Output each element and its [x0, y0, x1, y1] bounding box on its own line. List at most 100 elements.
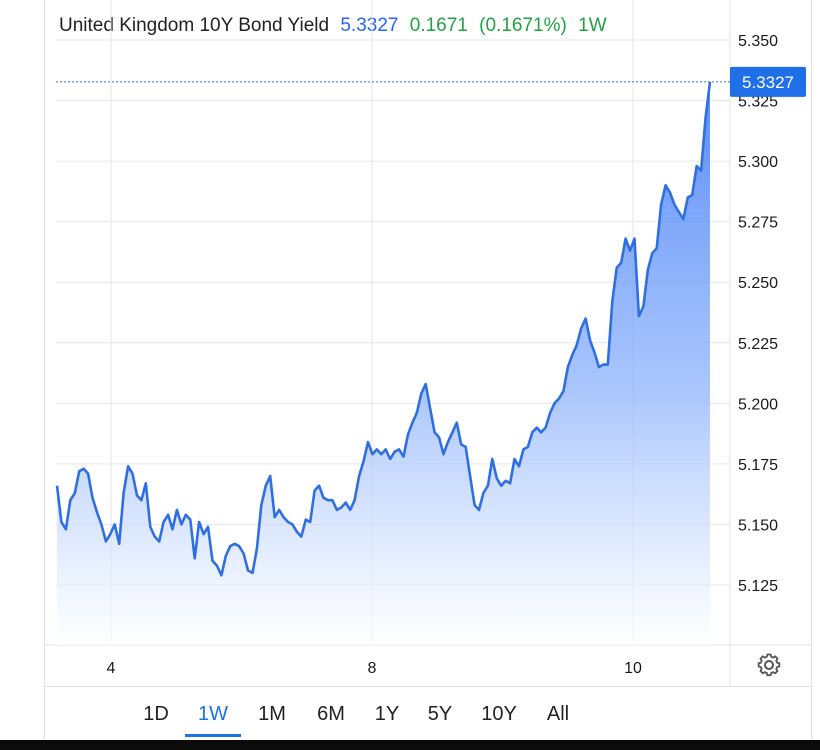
data-point	[678, 211, 681, 214]
data-point	[282, 516, 285, 519]
period-5y[interactable]: 5Y	[427, 703, 453, 725]
data-point	[642, 305, 645, 308]
x-tick-label: 8	[368, 660, 377, 677]
data-point	[265, 484, 268, 487]
data-point	[233, 543, 236, 546]
series-line	[55, 81, 712, 577]
data-point	[562, 390, 565, 393]
data-point	[358, 475, 361, 478]
data-point	[238, 545, 241, 548]
y-tick-label: 5.275	[738, 215, 778, 232]
data-point	[624, 237, 627, 240]
data-point	[371, 453, 374, 456]
price-line-group	[55, 81, 712, 577]
svg-text:United Kingdom 10Y Bond Yield: United Kingdom 10Y Bond Yield 5.3327 0.1…	[59, 15, 607, 36]
data-point	[340, 506, 343, 509]
data-point	[269, 475, 272, 478]
data-point	[527, 446, 530, 449]
period-all[interactable]: All	[546, 703, 570, 725]
data-point	[687, 196, 690, 199]
data-point	[247, 569, 250, 572]
data-point	[158, 540, 161, 543]
y-tick-label: 5.150	[738, 517, 778, 534]
data-point	[78, 470, 81, 473]
data-point	[167, 514, 170, 517]
data-point	[469, 475, 472, 478]
data-point	[398, 448, 401, 451]
data-point	[416, 412, 419, 415]
data-point	[140, 499, 143, 502]
data-point	[313, 489, 316, 492]
data-point	[478, 509, 481, 512]
data-point	[296, 530, 299, 533]
period-selector: 1D 1W 1M 6M 1Y 5Y 10Y All	[44, 686, 812, 740]
data-point	[273, 516, 276, 519]
data-point	[198, 521, 201, 524]
data-point	[433, 431, 436, 434]
data-point	[145, 482, 148, 485]
period-6m[interactable]: 6M	[317, 703, 345, 725]
data-point	[229, 545, 232, 548]
data-point	[60, 521, 63, 524]
y-tick-label: 5.200	[738, 396, 778, 413]
period-1y[interactable]: 1Y	[374, 703, 400, 725]
data-point	[544, 426, 547, 429]
period-1w[interactable]: 1W	[198, 703, 228, 725]
data-point	[278, 509, 281, 512]
change-percent: (0.1671%)	[479, 15, 567, 36]
data-point	[256, 547, 259, 550]
data-point	[242, 552, 245, 555]
data-point	[456, 421, 459, 424]
data-point	[56, 484, 59, 487]
data-point	[633, 237, 636, 240]
data-point	[500, 484, 503, 487]
data-point	[695, 165, 698, 168]
data-point	[225, 555, 228, 558]
data-point	[682, 218, 685, 221]
data-point	[82, 467, 85, 470]
data-point	[420, 392, 423, 395]
period-1d[interactable]: 1D	[143, 703, 169, 725]
data-point	[513, 458, 516, 461]
data-point	[287, 521, 290, 524]
settings-button[interactable]	[756, 652, 782, 678]
data-point	[553, 402, 556, 405]
data-point	[376, 448, 379, 451]
data-point	[522, 448, 525, 451]
data-point	[176, 509, 179, 512]
data-point	[487, 484, 490, 487]
data-point	[96, 511, 99, 514]
period-1m[interactable]: 1M	[258, 703, 286, 725]
y-tick-label: 5.350	[738, 33, 778, 50]
data-point	[451, 431, 454, 434]
data-point	[424, 383, 427, 386]
data-point	[380, 453, 383, 456]
price-value: 5.3327	[340, 15, 398, 36]
data-point	[593, 351, 596, 354]
data-point	[113, 523, 116, 526]
data-point	[91, 497, 94, 500]
period-10y[interactable]: 10Y	[481, 703, 517, 725]
data-point	[611, 300, 614, 303]
range-label: 1W	[578, 15, 607, 36]
data-point	[153, 535, 156, 538]
data-point	[442, 453, 445, 456]
data-point	[411, 421, 414, 424]
data-point	[518, 465, 521, 468]
data-point	[558, 397, 561, 400]
data-point	[651, 252, 654, 255]
data-point	[131, 472, 134, 475]
data-point	[580, 327, 583, 330]
data-point	[331, 499, 334, 502]
active-period-indicator	[185, 734, 241, 737]
data-point	[100, 523, 103, 526]
last-price-badge	[730, 66, 806, 97]
data-point	[638, 315, 641, 318]
data-point	[349, 509, 352, 512]
y-tick-label: 5.125	[738, 578, 778, 595]
data-point	[464, 446, 467, 449]
data-point	[598, 366, 601, 369]
y-tick-label: 5.175	[738, 457, 778, 474]
